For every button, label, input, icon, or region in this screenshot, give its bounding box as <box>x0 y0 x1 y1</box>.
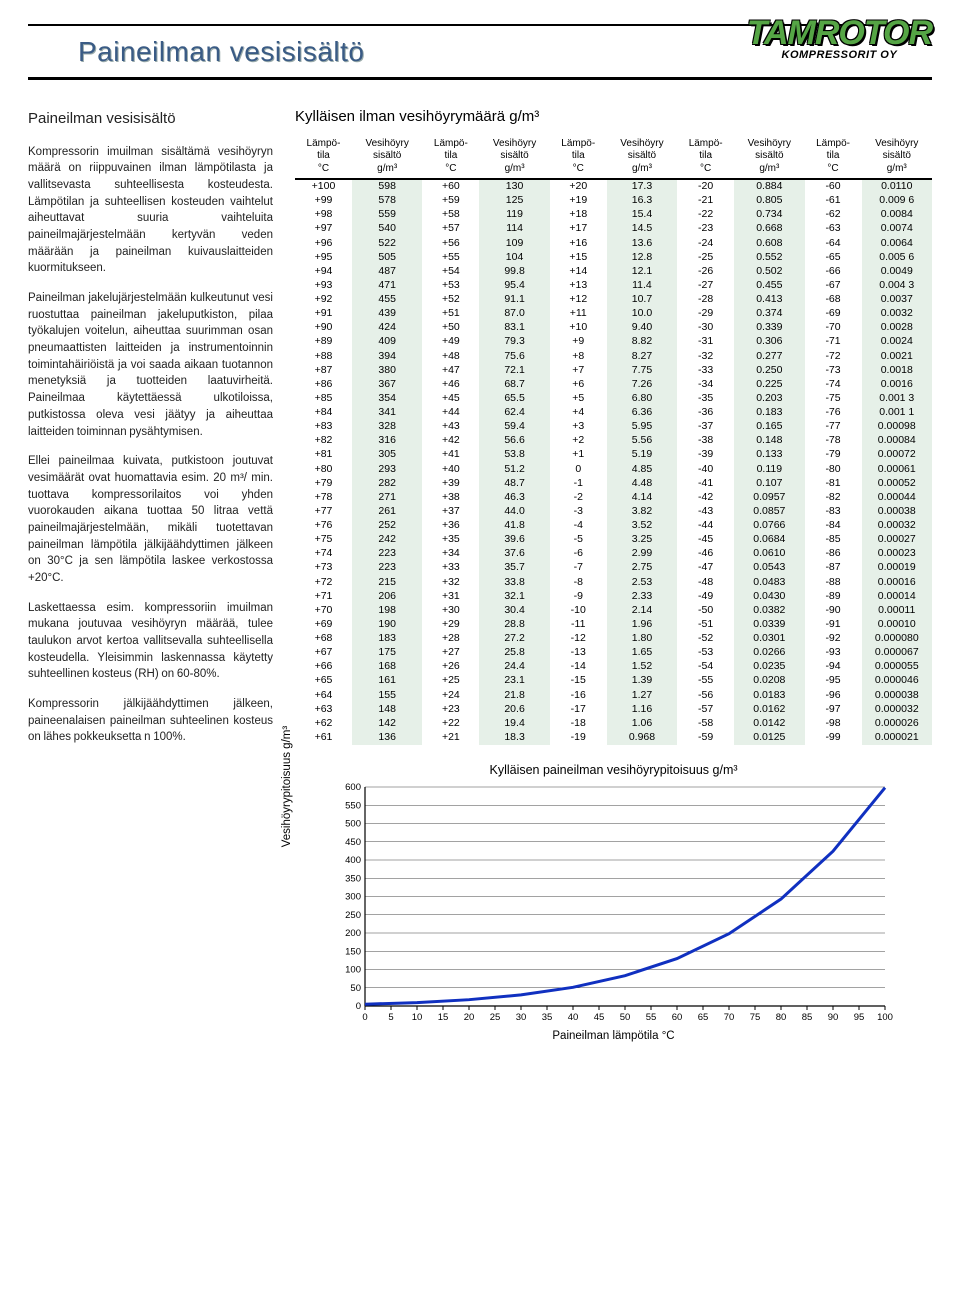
page-title: Paineilman vesisisältö <box>78 36 364 68</box>
table-row: +67175+2725.8-131.65-530.0266-930.000067 <box>295 646 932 660</box>
chart-xlabel: Paineilman lämpötila °C <box>295 1030 932 1042</box>
table-row: +91439+5187.0+1110.0-290.374-690.0032 <box>295 307 932 321</box>
chart-title: Kylläisen paineilman vesihöyrypitoisuus … <box>295 763 932 777</box>
svg-text:600: 600 <box>345 783 361 793</box>
section-heading: Paineilman vesisisältö <box>28 108 273 130</box>
table-row: +70198+3030.4-102.14-500.0382-900.00011 <box>295 603 932 617</box>
svg-text:30: 30 <box>516 1012 527 1023</box>
svg-text:5: 5 <box>388 1012 393 1023</box>
svg-text:300: 300 <box>345 891 361 902</box>
table-row: +90424+5083.1+109.40-300.339-700.0028 <box>295 321 932 335</box>
table-row: +78271+3846.3-24.14-420.0957-820.00044 <box>295 490 932 504</box>
svg-text:40: 40 <box>568 1012 579 1023</box>
svg-text:70: 70 <box>724 1012 735 1023</box>
svg-text:50: 50 <box>620 1012 631 1023</box>
table-row: +85354+4565.5+56.80-350.203-750.001 3 <box>295 391 932 405</box>
header-bar: Paineilman vesisisältö TAMROTOR KOMPRESS… <box>28 24 932 80</box>
svg-text:250: 250 <box>345 909 361 920</box>
paragraph: Paineilman jakelujärjestelmään kulkeutun… <box>28 290 273 440</box>
table-row: +73223+3335.7-72.75-470.0543-870.00019 <box>295 561 932 575</box>
svg-text:35: 35 <box>542 1012 553 1023</box>
table-row: +65161+2523.1-151.39-550.0208-950.000046 <box>295 674 932 688</box>
svg-text:25: 25 <box>490 1012 501 1023</box>
svg-text:200: 200 <box>345 928 361 939</box>
table-row: +66168+2624.4-141.52-540.0235-940.000055 <box>295 660 932 674</box>
svg-text:95: 95 <box>854 1012 865 1023</box>
table-row: +96522+56109+1613.6-240.608-640.0064 <box>295 236 932 250</box>
table-row: +94487+5499.8+1412.1-260.502-660.0049 <box>295 264 932 278</box>
data-column: Kylläisen ilman vesihöyrymäärä g/m³ Lämp… <box>295 108 932 1042</box>
table-row: +77261+3744.0-33.82-430.0857-830.00038 <box>295 504 932 518</box>
table-row: +81305+4153.8+15.19-390.133-790.00072 <box>295 448 932 462</box>
svg-text:500: 500 <box>345 818 361 829</box>
svg-text:0: 0 <box>356 1001 361 1012</box>
table-row: +86367+4668.7+67.26-340.225-740.0016 <box>295 377 932 391</box>
svg-text:15: 15 <box>438 1012 449 1023</box>
table-row: +100598+60130+2017.3-200.884-600.0110 <box>295 179 932 194</box>
table-row: +89409+4979.3+98.82-310.306-710.0024 <box>295 335 932 349</box>
humidity-table: Lämpö-tilaVesihöyrysisältöLämpö-tilaVesi… <box>295 137 932 745</box>
table-row: +69190+2928.8-111.96-510.0339-910.00010 <box>295 617 932 631</box>
table-row: +71206+3132.1-92.33-490.0430-890.00014 <box>295 589 932 603</box>
logo: TAMROTOR KOMPRESSORIT OY <box>747 18 932 61</box>
svg-text:10: 10 <box>412 1012 423 1023</box>
svg-text:550: 550 <box>345 800 361 811</box>
logo-main: TAMROTOR <box>747 18 932 49</box>
table-row: +92455+5291.1+1210.7-280.413-680.0037 <box>295 293 932 307</box>
svg-text:100: 100 <box>877 1012 893 1023</box>
paragraph: Kompressorin jälkijäähdyttimen jälkeen, … <box>28 696 273 746</box>
svg-text:0: 0 <box>362 1012 367 1023</box>
table-row: +64155+2421.8-161.27-560.0183-960.000038 <box>295 688 932 702</box>
svg-text:65: 65 <box>698 1012 709 1023</box>
svg-text:90: 90 <box>828 1012 839 1023</box>
table-title: Kylläisen ilman vesihöyrymäärä g/m³ <box>295 108 932 125</box>
svg-text:450: 450 <box>345 836 361 847</box>
chart: Kylläisen paineilman vesihöyrypitoisuus … <box>295 763 932 1042</box>
chart-svg: 0 50 100 150 200 250 300 350 400 450 500 550 600 0 5 10… <box>333 783 893 1028</box>
table-row: +84341+4462.4+46.36-360.183-760.001 1 <box>295 406 932 420</box>
paragraph: Laskettaessa esim. kompressoriin imuilma… <box>28 600 273 683</box>
body-text-column: Paineilman vesisisältö Kompressorin imui… <box>28 108 273 1042</box>
svg-text:50: 50 <box>350 982 361 993</box>
svg-text:100: 100 <box>345 964 361 975</box>
svg-text:400: 400 <box>345 855 361 866</box>
paragraph: Kompressorin imuilman sisältämä vesihöyr… <box>28 144 273 277</box>
table-row: +95505+55104+1512.8-250.552-650.005 6 <box>295 250 932 264</box>
table-row: +61136+2118.3-190.968-590.0125-990.00002… <box>295 730 932 744</box>
table-row: +62142+2219.4-181.06-580.0142-980.000026 <box>295 716 932 730</box>
svg-text:80: 80 <box>776 1012 787 1023</box>
table-row: +88394+4875.6+88.27-320.277-720.0021 <box>295 349 932 363</box>
table-row: +80293+4051.204.85-400.119-800.00061 <box>295 462 932 476</box>
svg-text:55: 55 <box>646 1012 657 1023</box>
table-row: +98559+58119+1815.4-220.734-620.0084 <box>295 208 932 222</box>
table-row: +83328+4359.4+35.95-370.165-770.00098 <box>295 420 932 434</box>
svg-text:20: 20 <box>464 1012 475 1023</box>
svg-text:60: 60 <box>672 1012 683 1023</box>
table-row: +68183+2827.2-121.80-520.0301-920.000080 <box>295 632 932 646</box>
table-row: +82316+4256.6+25.56-380.148-780.00084 <box>295 434 932 448</box>
table-row: +76252+3641.8-43.52-440.0766-840.00032 <box>295 519 932 533</box>
table-row: +87380+4772.1+77.75-330.250-730.0018 <box>295 363 932 377</box>
paragraph: Ellei paineilmaa kuivata, putkistoon jou… <box>28 453 273 586</box>
svg-text:150: 150 <box>345 946 361 957</box>
table-row: +75242+3539.6-53.25-450.0684-850.00027 <box>295 533 932 547</box>
table-row: +79282+3948.7-14.48-410.107-810.00052 <box>295 476 932 490</box>
svg-text:350: 350 <box>345 873 361 884</box>
table-row: +74223+3437.6-62.99-460.0610-860.00023 <box>295 547 932 561</box>
svg-text:85: 85 <box>802 1012 813 1023</box>
svg-text:75: 75 <box>750 1012 761 1023</box>
table-row: +63148+2320.6-171.16-570.0162-970.000032 <box>295 702 932 716</box>
table-row: +93471+5395.4+1311.4-270.455-670.004 3 <box>295 278 932 292</box>
svg-text:45: 45 <box>594 1012 605 1023</box>
table-row: +99578+59125+1916.3-210.805-610.009 6 <box>295 194 932 208</box>
table-row: +97540+57114+1714.5-230.668-630.0074 <box>295 222 932 236</box>
chart-ylabel: Vesihöyrypitoisuus g/m³ <box>281 726 293 847</box>
table-row: +72215+3233.8-82.53-480.0483-880.00016 <box>295 575 932 589</box>
